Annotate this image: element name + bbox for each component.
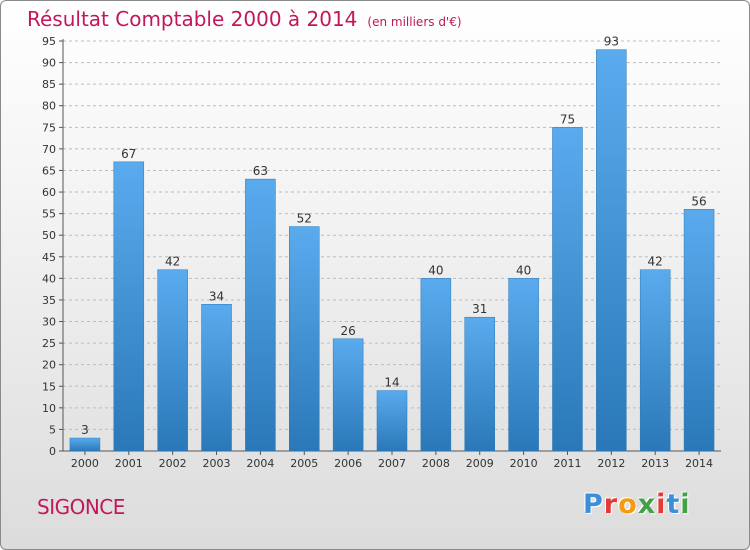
- y-tick-label: 60: [42, 186, 56, 199]
- x-tick-label: 2005: [290, 457, 318, 470]
- chart-title-text: Résultat Comptable 2000 à 2014: [27, 7, 358, 31]
- bar-2005: [289, 226, 320, 452]
- y-tick-label: 95: [42, 35, 56, 48]
- data-label: 93: [604, 35, 619, 49]
- data-label: 3: [81, 423, 89, 437]
- bar-2006: [332, 338, 364, 452]
- y-tick-label: 85: [42, 78, 56, 91]
- bar-2003: [201, 304, 232, 452]
- logo-letter: r: [603, 489, 619, 520]
- y-tick-label: 80: [42, 100, 56, 113]
- chart-subtitle: (en milliers d'€): [367, 15, 462, 29]
- data-label: 40: [428, 263, 443, 277]
- bar-2004: [245, 178, 276, 452]
- logo-letter: P: [583, 489, 604, 520]
- data-label: 42: [165, 255, 180, 269]
- x-tick-label: 2000: [71, 457, 99, 470]
- x-tick-label: 2006: [334, 457, 362, 470]
- y-tick-label: 65: [42, 164, 56, 177]
- data-label: 42: [648, 255, 663, 269]
- data-label: 63: [253, 164, 268, 178]
- x-tick-label: 2014: [685, 457, 713, 470]
- bar-2000: [69, 437, 101, 452]
- y-tick-label: 70: [42, 143, 56, 156]
- data-label: 40: [516, 263, 531, 277]
- x-tick-label: 2013: [641, 457, 669, 470]
- data-label: 75: [560, 112, 575, 126]
- data-label: 26: [340, 324, 355, 338]
- y-tick-label: 75: [42, 121, 56, 134]
- y-tick-label: 20: [42, 359, 56, 372]
- y-tick-label: 15: [42, 380, 56, 393]
- x-tick-label: 2002: [159, 457, 187, 470]
- chart-title: Résultat Comptable 2000 à 2014 (en millie…: [27, 7, 462, 31]
- y-tick-label: 5: [49, 423, 56, 436]
- x-tick-label: 2007: [378, 457, 406, 470]
- logo-letter: i: [656, 489, 667, 520]
- logo-letter: i: [680, 489, 691, 520]
- data-label: 14: [384, 376, 399, 390]
- x-tick-label: 2012: [597, 457, 625, 470]
- bar-2011: [552, 127, 583, 452]
- logo-letter: x: [637, 489, 657, 520]
- y-tick-label: 35: [42, 294, 56, 307]
- y-tick-label: 30: [42, 316, 56, 329]
- bar-2008: [420, 278, 452, 452]
- bar-2010: [508, 278, 539, 452]
- data-label: 34: [209, 289, 224, 303]
- y-tick-label: 10: [42, 402, 56, 415]
- data-labels: 3 67 42 34 63 52 26 14 40 31 40 75 93 42 56: [81, 35, 707, 437]
- y-tick-label: 40: [42, 272, 56, 285]
- bars: [69, 49, 715, 452]
- y-tick-label: 25: [42, 337, 56, 350]
- x-tick-label: 2010: [510, 457, 538, 470]
- y-tick-label: 90: [42, 57, 56, 70]
- proxiti-logo: Proxiti: [583, 489, 691, 520]
- data-label: 56: [691, 194, 706, 208]
- x-tick-label: 2003: [203, 457, 231, 470]
- x-axis: 2000 2001 2002 2003 2004 2005 2006 2007 2008 2009…: [71, 451, 713, 470]
- data-label: 52: [297, 212, 312, 226]
- bar-2014: [683, 209, 715, 452]
- x-tick-label: 2008: [422, 457, 450, 470]
- y-tick-label: 0: [49, 445, 56, 458]
- x-tick-label: 2009: [466, 457, 494, 470]
- x-tick-label: 2004: [246, 457, 274, 470]
- x-tick-label: 2001: [115, 457, 143, 470]
- logo-letter: t: [666, 489, 681, 520]
- y-tick-label: 55: [42, 208, 56, 221]
- x-tick-label: 2011: [553, 457, 581, 470]
- bar-2007: [376, 390, 408, 452]
- bar-2013: [639, 269, 671, 452]
- bar-2001: [113, 161, 145, 452]
- bar-2009: [464, 316, 495, 452]
- y-tick-label: 50: [42, 229, 56, 242]
- data-label: 31: [472, 302, 487, 316]
- commune-name: SIGONCE: [37, 495, 125, 519]
- logo-letter: o: [618, 489, 638, 520]
- data-label: 67: [121, 147, 136, 161]
- bar-2002: [157, 269, 188, 452]
- y-tick-label: 45: [42, 251, 56, 264]
- bar-2012: [596, 49, 627, 452]
